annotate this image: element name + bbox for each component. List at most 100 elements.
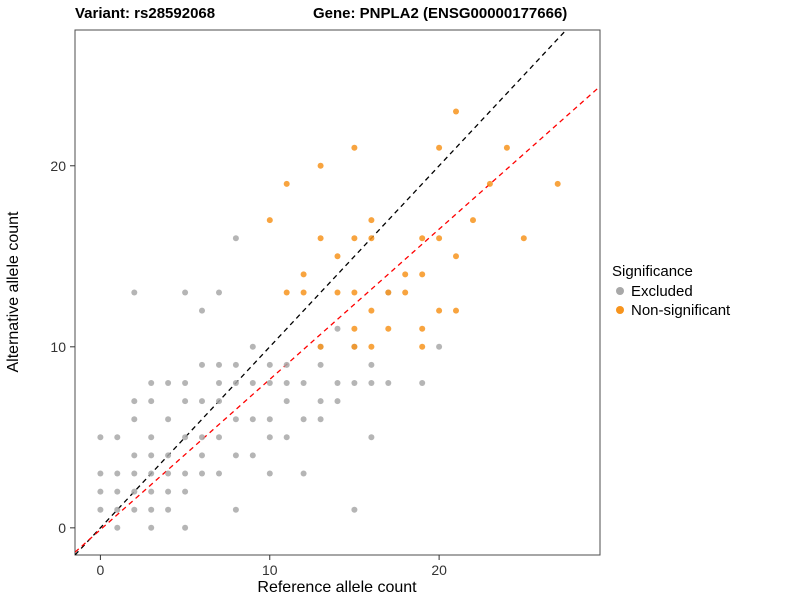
data-point-excluded [351,380,358,386]
data-point-excluded [148,470,155,477]
data-point-non-significant [334,289,341,296]
data-point-excluded [232,235,239,242]
data-point-excluded [300,470,307,477]
data-point-excluded [334,325,341,332]
data-point-excluded [165,506,172,513]
data-point-excluded [165,470,172,477]
data-point-excluded [148,380,155,386]
data-point-excluded [216,470,222,477]
data-point-excluded [131,398,138,405]
data-point-excluded [131,289,138,296]
data-point-excluded [283,434,290,441]
y-tick-label: 0 [58,520,66,536]
data-point-excluded [216,434,222,441]
data-point-excluded [317,398,324,405]
data-point-non-significant [266,217,273,224]
x-tick-label: 20 [431,562,447,578]
data-point-excluded [232,452,239,459]
data-point-non-significant [436,235,443,242]
data-point-excluded [114,506,121,513]
data-point-excluded [419,380,426,386]
data-point-excluded [182,488,189,495]
data-point-excluded [97,488,104,495]
data-point-excluded [114,488,121,495]
data-point-excluded [436,343,443,350]
data-point-excluded [317,361,324,368]
reference-lines-layer [75,30,600,555]
gene-title: Gene: PNPLA2 (ENSG00000177666) [313,5,567,22]
data-point-excluded [216,380,222,386]
data-point-non-significant [351,235,358,242]
data-point-excluded [266,380,273,386]
data-point-excluded [283,380,290,386]
data-point-excluded [148,452,155,459]
data-point-excluded [131,488,138,495]
data-point-excluded [385,380,392,386]
data-point-excluded [148,434,155,441]
data-point-excluded [216,289,222,296]
data-point-non-significant [368,217,375,224]
data-point-excluded [249,380,256,386]
data-point-excluded [368,380,375,386]
data-point-excluded [148,506,155,513]
data-point-excluded [232,416,239,423]
data-point-non-significant [334,253,341,260]
data-point-excluded [165,380,172,386]
data-point-excluded [182,524,189,531]
data-point-excluded [199,452,205,459]
legend-key-non-significant [616,306,624,314]
data-point-excluded [232,506,239,513]
data-point-non-significant [402,271,409,278]
data-point-non-significant [368,307,375,314]
data-point-non-significant [453,307,459,314]
data-point-excluded [131,416,138,423]
data-point-non-significant [554,180,561,187]
data-point-excluded [368,361,375,368]
data-point-non-significant [419,271,426,278]
data-point-excluded [97,506,104,513]
data-point-excluded [249,452,256,459]
data-point-non-significant [351,144,358,151]
data-point-excluded [165,452,172,459]
data-point-excluded [182,380,189,386]
data-point-non-significant [351,325,358,332]
data-point-excluded [182,289,189,296]
scatter-points-layer [97,108,561,531]
data-point-excluded [368,434,375,441]
data-point-non-significant [317,235,324,242]
data-point-non-significant [402,289,409,296]
data-point-excluded [216,361,222,368]
data-point-excluded [182,434,189,441]
legend-label-non-significant: Non-significant [631,302,731,319]
data-point-excluded [216,398,222,405]
data-point-excluded [165,488,172,495]
data-point-non-significant [419,235,426,242]
data-point-excluded [131,452,138,459]
x-axis-label: Reference allele count [257,579,417,596]
legend-label-excluded: Excluded [631,283,693,300]
data-point-non-significant [351,343,358,350]
data-point-non-significant [503,144,510,151]
data-point-excluded [199,398,205,405]
data-point-non-significant [419,343,426,350]
data-point-excluded [148,398,155,405]
data-point-non-significant [283,180,290,187]
data-point-non-significant [436,307,443,314]
data-point-excluded [148,488,155,495]
data-point-non-significant [486,180,493,187]
data-point-excluded [114,434,121,441]
data-point-excluded [249,416,256,423]
data-point-excluded [283,361,290,368]
data-point-excluded [131,506,138,513]
data-point-excluded [199,470,205,477]
data-point-excluded [317,416,324,423]
data-point-non-significant [283,289,290,296]
data-point-non-significant [453,108,459,115]
data-point-non-significant [368,343,375,350]
data-point-non-significant [317,162,324,169]
data-point-excluded [232,361,239,368]
data-point-non-significant [520,235,527,242]
data-point-excluded [300,380,307,386]
legend: Significance Excluded Non-significant [612,263,731,319]
